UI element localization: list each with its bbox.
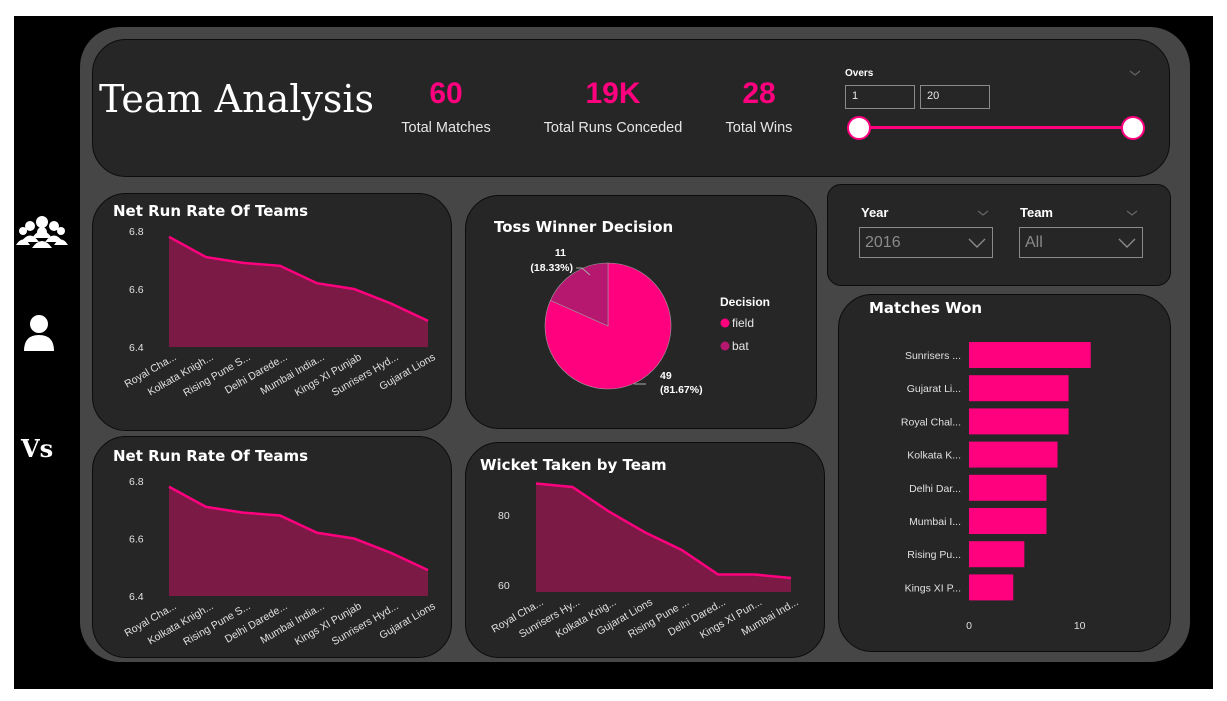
filter-card: Year 2016 Team All	[827, 184, 1171, 286]
data-label: 11	[555, 247, 566, 259]
bar	[969, 375, 1069, 402]
bar	[969, 408, 1069, 435]
total-matches-label: Total Matches	[401, 120, 491, 136]
area-fill	[536, 483, 791, 592]
legend-label: bat	[732, 339, 749, 353]
y-tick-label: 6.4	[129, 342, 144, 354]
bar	[969, 474, 1047, 501]
total-matches-value: 60	[429, 77, 463, 110]
total-wins-label: Total Wins	[725, 120, 793, 136]
total-runs-value: 19K	[585, 77, 641, 110]
total-wins-value: 28	[742, 77, 776, 110]
toss-pie-chart: 49 (81.67%) 11 (18.33%) Decision field bat	[530, 247, 770, 396]
category-label: Gujarat Li...	[907, 383, 961, 395]
data-label: (18.33%)	[530, 262, 573, 274]
total-runs-label: Total Runs Conceded	[543, 120, 683, 136]
overs-slider-max-handle[interactable]	[1121, 116, 1145, 140]
chart-title: Toss Winner Decision	[494, 218, 674, 236]
y-tick-label: 6.8	[129, 226, 144, 238]
teams-icon[interactable]	[16, 212, 68, 252]
chart-title: Matches Won	[869, 299, 983, 317]
svg-text:Vs: Vs	[20, 434, 53, 463]
team-select[interactable]: All	[1019, 227, 1143, 258]
bar	[969, 541, 1025, 568]
pie-slice-bat	[550, 262, 609, 327]
dashboard-canvas: Team Analysis 60 Total Matches 19K Total…	[80, 27, 1190, 662]
header-card: Team Analysis 60 Total Matches 19K Total…	[92, 39, 1170, 177]
series-line	[535, 482, 792, 580]
overs-label: Overs	[845, 68, 874, 79]
area-fill	[169, 236, 428, 347]
y-tick-label: 6.8	[129, 476, 144, 488]
leader-line	[576, 267, 591, 276]
matches-won-card: Matches Won Sunrisers ... Gujarat Li... Ro…	[838, 294, 1171, 652]
y-tick-label: 60	[498, 580, 510, 592]
chart-title: Net Run Rate Of Teams	[113, 447, 309, 465]
y-tick-label: 80	[498, 510, 510, 522]
bar	[969, 342, 1091, 368]
overs-slider-track[interactable]	[859, 126, 1132, 129]
x-tick-label: 0	[966, 620, 972, 632]
nrr-chart-card-2: Net Run Rate Of Teams 6.8 6.6 6.4 Royal Cha…	[92, 436, 452, 658]
data-label: (81.67%)	[660, 384, 703, 396]
y-tick-label: 6.6	[129, 284, 144, 296]
overs-max-input[interactable]: 20	[920, 85, 990, 109]
year-select[interactable]: 2016	[859, 227, 993, 258]
team-label: Team	[1020, 205, 1053, 220]
overs-chevron-icon[interactable]	[1128, 65, 1142, 76]
chevron-down-icon	[968, 238, 986, 248]
versus-icon[interactable]: Vs	[20, 433, 62, 463]
bar	[969, 574, 1014, 601]
matches-won-bar-chart: Sunrisers ... Gujarat Li... Royal Chal... K…	[901, 342, 1091, 632]
category-label: Mumbai I...	[909, 516, 961, 528]
category-label: Kolkata K...	[907, 450, 961, 462]
category-label: Kings XI P...	[905, 582, 961, 594]
x-tick-label: 10	[1074, 620, 1086, 632]
year-chevron-icon[interactable]	[976, 205, 990, 216]
bar	[969, 441, 1058, 468]
series-line	[168, 235, 429, 323]
team-select-value: All	[1025, 234, 1043, 251]
wickets-chart-card: Wicket Taken by Team 80 60 Royal Cha... Sun…	[465, 442, 825, 658]
category-label: Royal Chal...	[901, 416, 961, 428]
team-chevron-icon[interactable]	[1125, 205, 1139, 216]
bar	[969, 508, 1047, 534]
area-fill	[169, 486, 428, 596]
legend-title: Decision	[720, 295, 770, 309]
year-label: Year	[861, 205, 889, 220]
legend-marker	[720, 341, 730, 351]
series-line	[168, 485, 429, 572]
data-label: 49	[660, 370, 672, 382]
toss-chart-card: Toss Winner Decision 49 (81.67%) 11 (18.33%…	[465, 195, 817, 429]
category-label: Sunrisers ...	[905, 350, 961, 362]
legend-marker	[720, 318, 730, 328]
y-tick-label: 6.6	[129, 534, 144, 546]
player-icon[interactable]	[22, 313, 56, 353]
page-title: Team Analysis	[99, 77, 374, 121]
y-tick-label: 6.4	[129, 591, 144, 603]
year-select-value: 2016	[865, 234, 901, 251]
legend-label: field	[732, 316, 754, 330]
category-label: Delhi Dar...	[909, 483, 961, 495]
chart-title: Net Run Rate Of Teams	[113, 202, 309, 220]
chart-title: Wicket Taken by Team	[480, 456, 667, 474]
chevron-down-icon	[1118, 238, 1136, 248]
category-label: Rising Pu...	[907, 549, 961, 561]
overs-slider-min-handle[interactable]	[847, 116, 871, 140]
nrr-chart-card-1: Net Run Rate Of Teams 6.8 6.6 6.4 Royal Cha…	[92, 193, 452, 431]
overs-min-input[interactable]: 1	[845, 85, 915, 109]
